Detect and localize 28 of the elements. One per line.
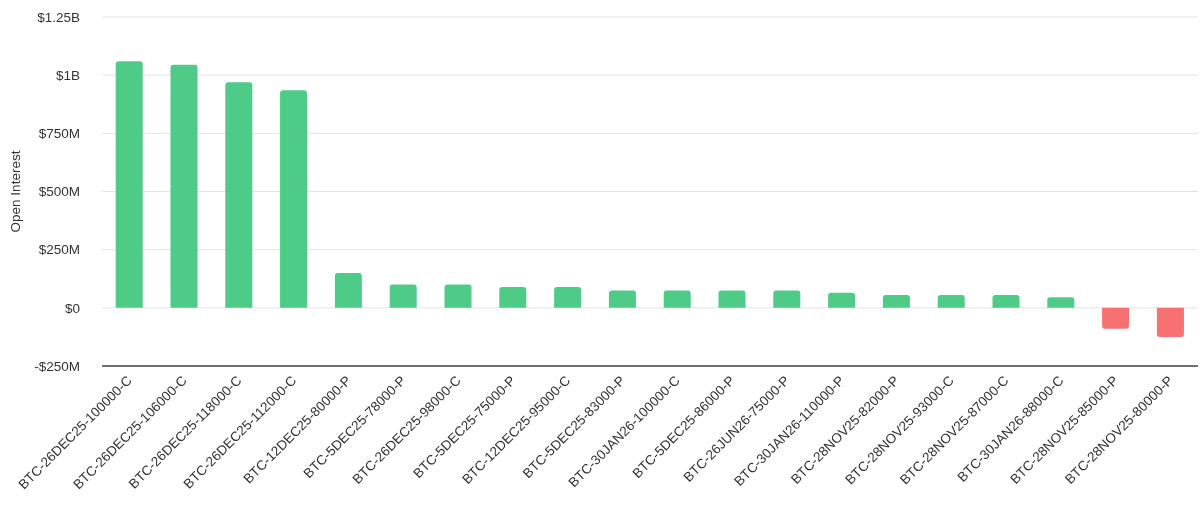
bar xyxy=(882,295,910,308)
bar xyxy=(170,64,198,308)
y-axis-title: Open Interest xyxy=(7,150,23,233)
bar xyxy=(444,284,472,308)
bar xyxy=(773,290,801,308)
bar xyxy=(280,90,308,308)
bar xyxy=(992,295,1020,308)
y-tick-label: $750M xyxy=(38,126,80,142)
bar xyxy=(1047,297,1075,308)
y-tick-label: $500M xyxy=(38,184,80,200)
bar xyxy=(225,82,253,308)
bar xyxy=(718,290,746,308)
bar xyxy=(554,286,582,308)
bar xyxy=(608,290,636,308)
bar xyxy=(1156,307,1184,337)
bar xyxy=(828,292,856,308)
y-tick-label: $250M xyxy=(38,242,80,258)
bar xyxy=(663,290,691,308)
bar xyxy=(937,295,965,308)
y-tick-label: $0 xyxy=(64,300,80,316)
y-tick-label: $1.25B xyxy=(37,9,80,25)
bar xyxy=(115,61,143,308)
y-tick-label: -$250M xyxy=(34,358,80,374)
bar xyxy=(334,272,362,308)
bar xyxy=(499,286,527,308)
y-tick-label: $1B xyxy=(55,67,80,83)
bar xyxy=(389,284,417,308)
bar xyxy=(1102,307,1130,329)
